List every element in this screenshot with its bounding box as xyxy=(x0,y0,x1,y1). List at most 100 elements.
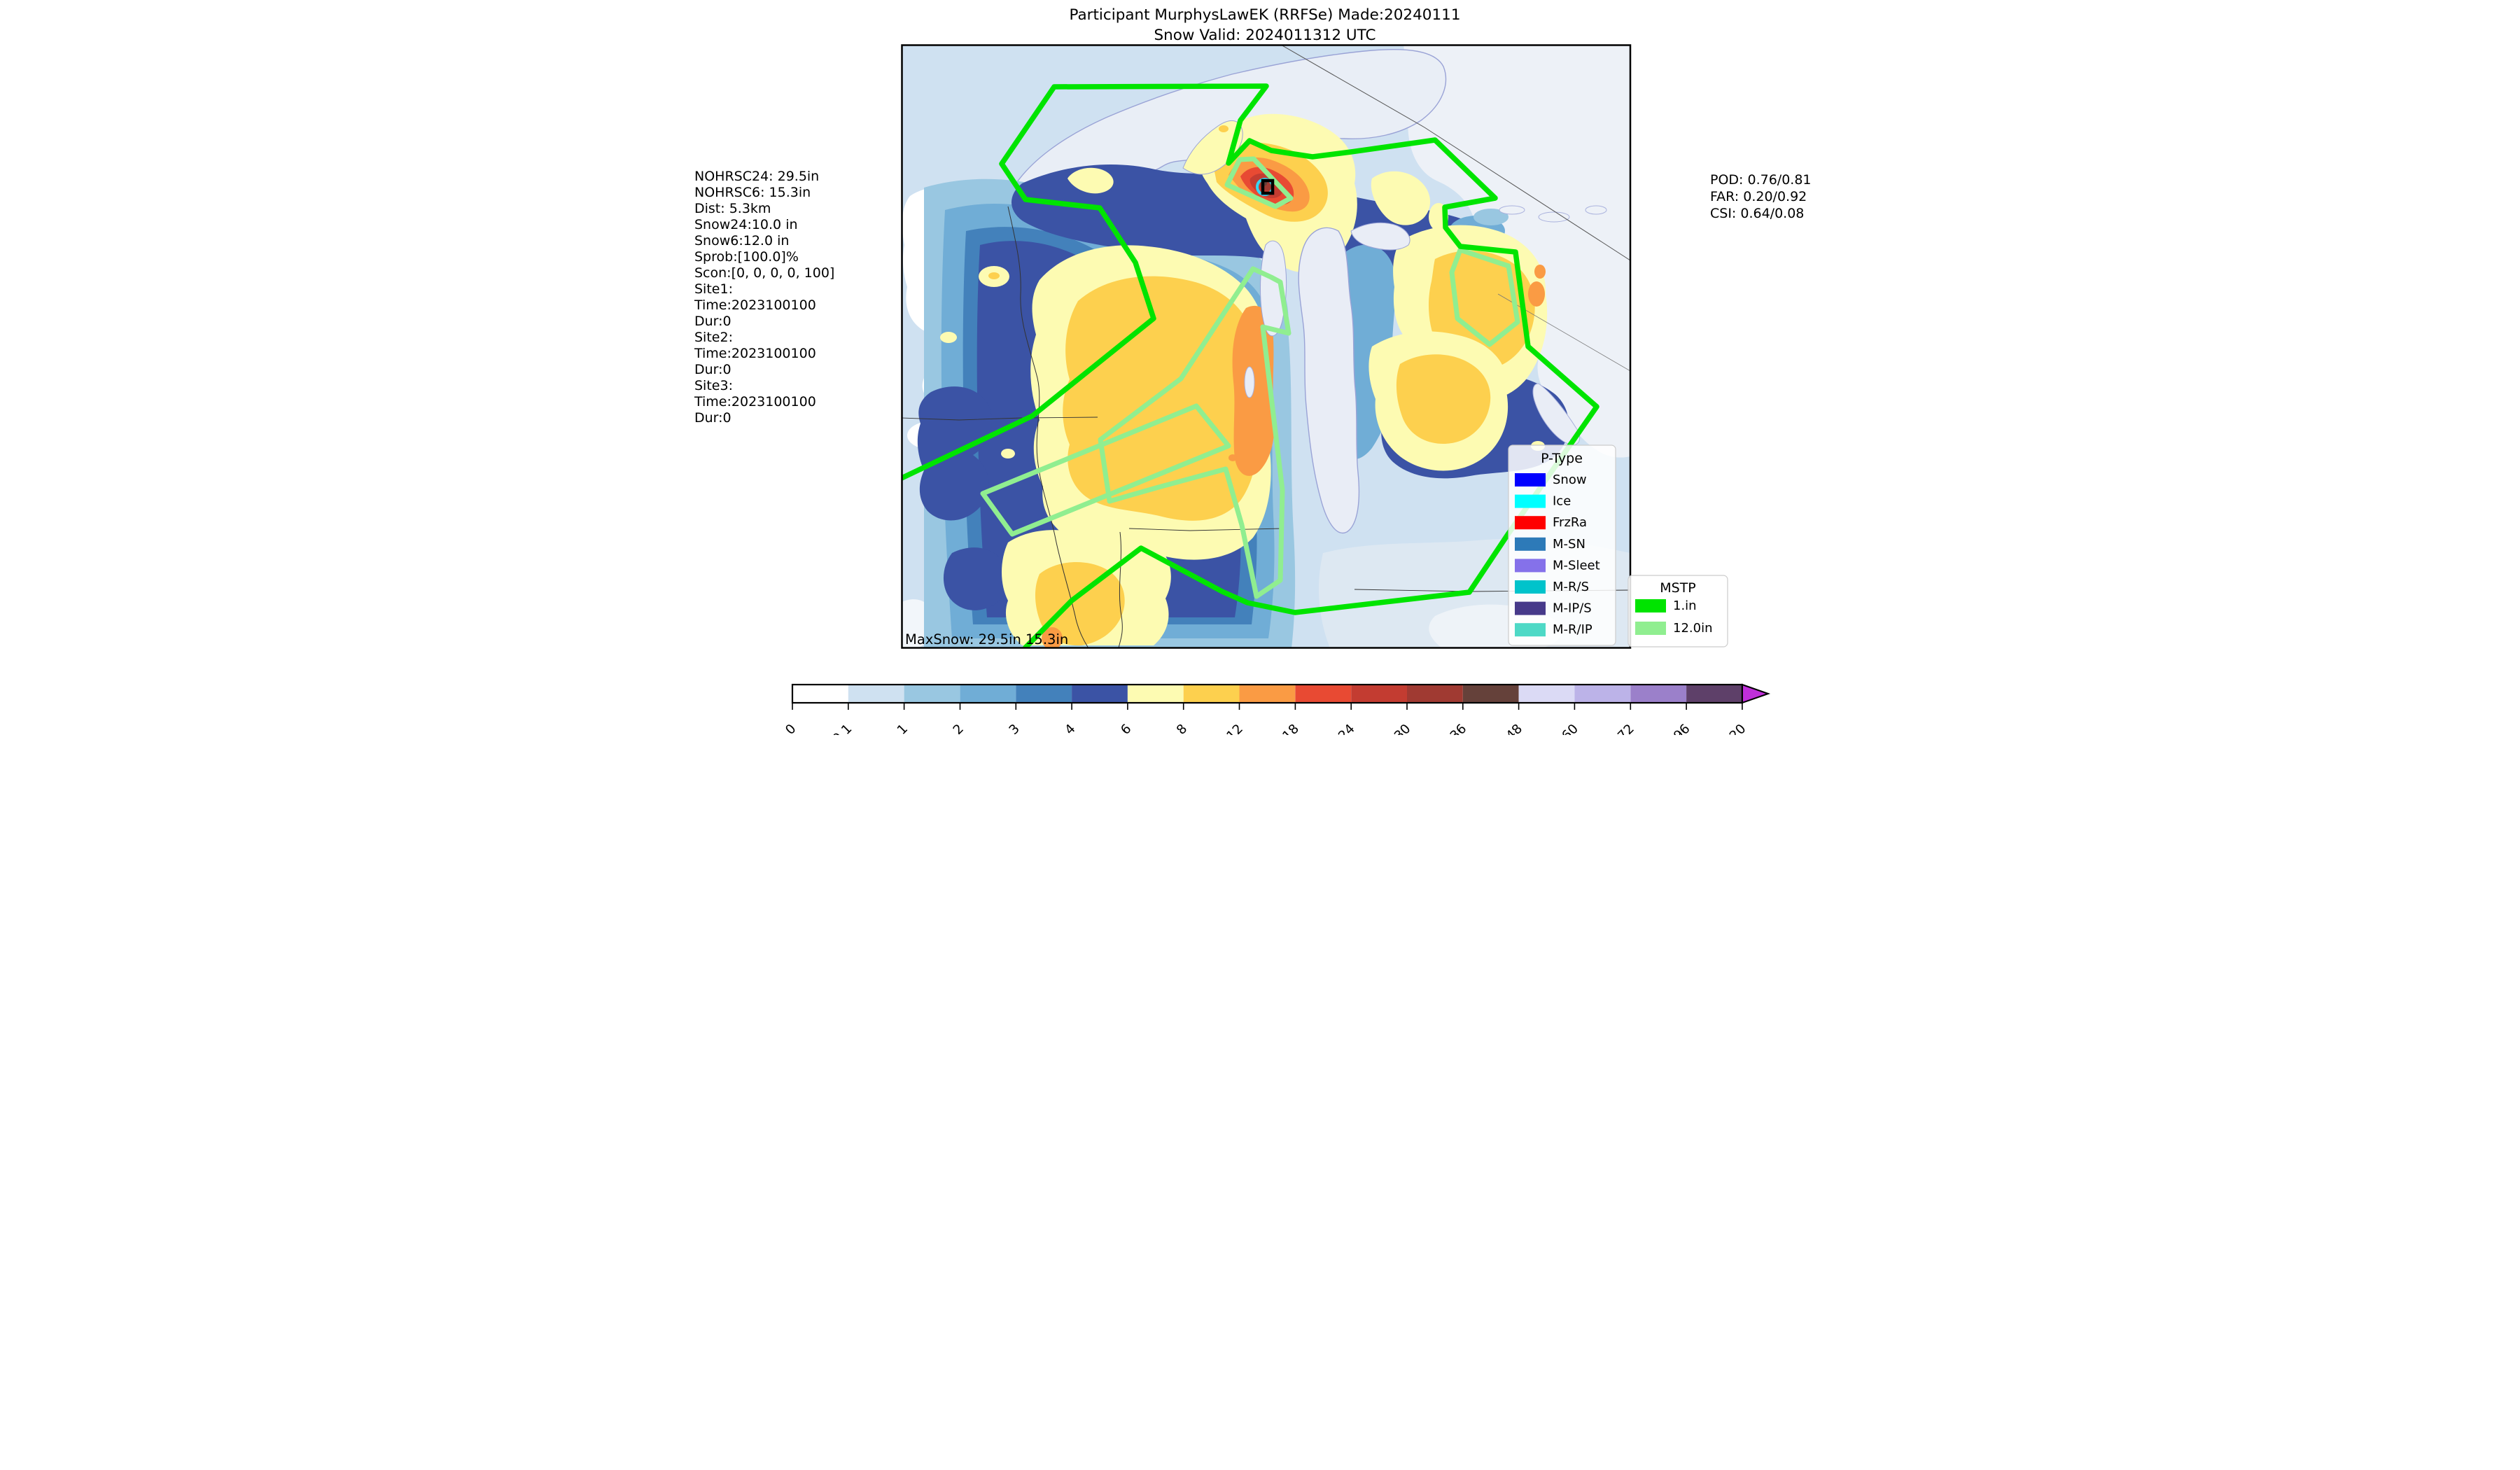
stat-snow24: Snow24:10.0 in xyxy=(694,217,798,232)
cb-tick-8: 8 xyxy=(1174,722,1190,735)
ptype-label-ice: Ice xyxy=(1553,494,1571,509)
stat-snow6: Snow6:12.0 in xyxy=(694,233,789,248)
ptype-legend-title: P-Type xyxy=(1541,451,1583,466)
colorbar-seg-8 xyxy=(1239,685,1296,703)
island xyxy=(1538,211,1570,223)
ptype-swatch-snow xyxy=(1515,473,1546,486)
island xyxy=(1499,205,1525,215)
cb-tick-30: 30 xyxy=(1392,722,1413,735)
map-border xyxy=(901,44,1632,649)
colorbar-seg-16 xyxy=(1686,685,1742,703)
colorbar-seg-15 xyxy=(1630,685,1687,703)
contour-6-8in-spot xyxy=(940,332,957,343)
colorbar-tick-labels: 0 0.1 1 2 3 4 6 8 12 18 24 30 36 48 60 7… xyxy=(783,722,1749,750)
stat-nohrsc6: NOHRSC6: 15.3in xyxy=(694,185,811,200)
cb-tick-4: 4 xyxy=(1062,722,1078,735)
mstp-1in-contour xyxy=(902,83,1600,648)
colorbar-outline xyxy=(791,683,1744,704)
ptype-swatch-mips xyxy=(1515,601,1546,615)
stat-scon: Scon:[0, 0, 0, 0, 100] xyxy=(694,265,834,281)
cb-tick-0: 0 xyxy=(783,722,799,735)
colorbar-seg-0 xyxy=(792,685,848,703)
stat-site3-time: Time:2023100100 xyxy=(694,394,816,410)
lake-michigan xyxy=(1298,227,1360,534)
colorbar-seg-6 xyxy=(1127,685,1184,703)
contour-8-12in-sw xyxy=(1035,561,1125,646)
mstp-12in-swwi xyxy=(980,403,1231,537)
mstp-contours-12in xyxy=(980,156,1520,599)
colorbar-seg-14 xyxy=(1574,685,1631,703)
mstp-swatch-12in xyxy=(1635,622,1666,635)
colorbar-over-arrow xyxy=(1741,683,1771,704)
site-marker-square xyxy=(1261,178,1275,195)
mstp-label-1in: 1.in xyxy=(1673,598,1697,613)
contour-6-8in-spot xyxy=(1001,449,1015,458)
ptype-label-snow: Snow xyxy=(1553,472,1587,487)
cb-tick-96: 96 xyxy=(1671,722,1693,735)
stat-site2-time: Time:2023100100 xyxy=(694,346,816,361)
mstp-label-12in: 12.0in xyxy=(1673,621,1713,636)
contour-1-2in-mackinac xyxy=(1474,209,1508,225)
lake-superior xyxy=(1010,48,1447,192)
contour-4-6in-sw xyxy=(943,547,1009,610)
ptype-swatch-frzra xyxy=(1515,516,1546,530)
stat-site3: Site3: xyxy=(694,378,733,393)
ptype-label-mrip: M-R/IP xyxy=(1553,622,1592,637)
cb-tick-48: 48 xyxy=(1504,722,1525,735)
stat-site3-dur: Dur:0 xyxy=(694,410,732,426)
colorbar-seg-11 xyxy=(1407,685,1463,703)
colorbar-seg-12 xyxy=(1462,685,1519,703)
contour-12-18in-nemi xyxy=(1528,281,1545,307)
figure: Participant MurphysLawEK (RRFSe) Made:20… xyxy=(630,0,1890,750)
border-wi-river xyxy=(1118,531,1123,648)
stat-sprob: Sprob:[100.0]% xyxy=(694,249,799,265)
mstp-legend: MSTP 1.in 12.0in xyxy=(1628,575,1728,648)
cb-tick-120: 120 xyxy=(1721,722,1749,735)
contour-12-18in-dot xyxy=(1228,454,1237,461)
mstp-swatch-1in xyxy=(1635,599,1666,612)
ptype-label-frzra: FrzRa xyxy=(1553,515,1587,530)
stat-site1-time: Time:2023100100 xyxy=(694,298,816,313)
cb-tick-36: 36 xyxy=(1448,722,1469,735)
stat-site2-dur: Dur:0 xyxy=(694,362,732,377)
ptype-label-msn: M-SN xyxy=(1553,537,1586,552)
cb-tick-1: 1 xyxy=(895,722,911,735)
ptype-swatch-mrs xyxy=(1515,580,1546,594)
cb-tick-24: 24 xyxy=(1336,722,1357,735)
colorbar-seg-1 xyxy=(848,685,904,703)
colorbar-seg-2 xyxy=(904,685,960,703)
border-ontario2 xyxy=(1497,293,1630,372)
stat-dist: Dist: 5.3km xyxy=(694,201,771,216)
figure-title-line2: Snow Valid: 2024011312 UTC xyxy=(1154,27,1376,44)
colorbar-seg-5 xyxy=(1072,685,1128,703)
border-ontario xyxy=(1281,46,1630,261)
contour-8-12in-cmi xyxy=(1396,354,1491,444)
cb-tick-2: 2 xyxy=(951,722,967,735)
cb-tick-18: 18 xyxy=(1280,722,1301,735)
stat-pod: POD: 0.76/0.81 xyxy=(1710,172,1812,188)
colorbar-seg-7 xyxy=(1183,685,1240,703)
island xyxy=(1585,205,1607,215)
straits-of-mackinac xyxy=(1350,222,1410,251)
contour-12-18in-nemi2 xyxy=(1534,265,1546,279)
stat-site1-dur: Dur:0 xyxy=(694,314,732,329)
right-stats-panel: POD: 0.76/0.81 FAR: 0.20/0.92 CSI: 0.64/… xyxy=(1710,172,1812,221)
ptype-swatch-ice xyxy=(1515,494,1546,508)
border-wi-il xyxy=(1128,528,1283,531)
colorbar-seg-3 xyxy=(960,685,1016,703)
cb-tick-12: 12 xyxy=(1224,722,1246,735)
map-canvas: MaxSnow: 29.5in 15.3in xyxy=(902,46,1630,648)
ptype-swatch-mrip xyxy=(1515,623,1546,637)
cb-tick-3: 3 xyxy=(1007,722,1023,735)
cb-tick-6: 6 xyxy=(1118,722,1134,735)
lake-winnebago xyxy=(1244,366,1255,398)
maxsnow-annotation: MaxSnow: 29.5in 15.3in xyxy=(905,631,1068,648)
stat-csi: CSI: 0.64/0.08 xyxy=(1710,206,1804,221)
green-bay xyxy=(1260,240,1287,337)
colorbar-seg-9 xyxy=(1295,685,1352,703)
cb-tick-60: 60 xyxy=(1559,722,1581,735)
cb-tick-0p1: 0.1 xyxy=(830,722,855,735)
stat-site1: Site1: xyxy=(694,281,733,297)
contour-6-8in-up-east xyxy=(1371,171,1431,225)
stat-nohrsc24: NOHRSC24: 29.5in xyxy=(694,169,819,184)
